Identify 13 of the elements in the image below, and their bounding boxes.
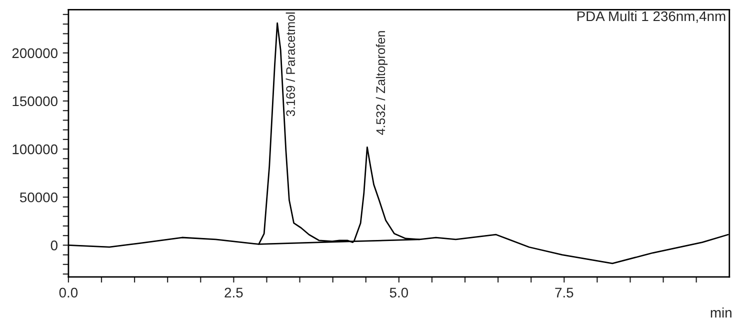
y-tick-label: 0 <box>50 240 58 250</box>
annotation: PDA Multi 1 236nm,4nm <box>577 10 726 23</box>
y-tick-label: 50000 <box>20 192 58 202</box>
x-tick-label: 5.0 <box>390 288 408 298</box>
y-tick-label: 100000 <box>12 144 58 154</box>
x-tick-label: 2.5 <box>224 288 243 298</box>
annotation: 4.532 / Zaltoprofen <box>376 31 388 135</box>
annotation: 3.169 / Paracetmol <box>286 12 296 116</box>
x-axis-title: min <box>710 307 732 318</box>
x-tick-label: 7.5 <box>555 288 574 298</box>
x-tick-label: 0.0 <box>59 288 78 298</box>
y-tick-label: 200000 <box>12 48 58 58</box>
y-tick-label: 150000 <box>12 96 58 106</box>
